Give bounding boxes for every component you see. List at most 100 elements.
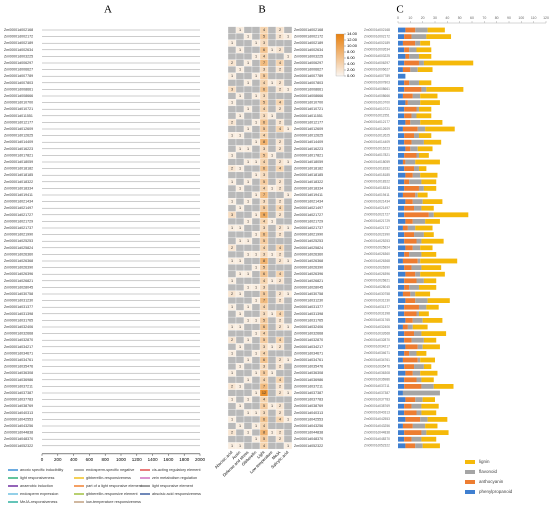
heat-cell [283, 283, 293, 291]
bar-segment [420, 120, 443, 125]
bar-segment [405, 100, 408, 105]
gene-label: Zm00001d037387 [364, 391, 390, 395]
cell-label: 1 [287, 160, 289, 164]
gene-label: Zm00001d037211 [364, 384, 390, 388]
gene-label: Zm00001d021727 [4, 213, 33, 217]
cell-label: 1 [287, 193, 289, 197]
gene-label: Zm00001d012177 [364, 120, 390, 124]
bar-segment [425, 423, 438, 429]
cell-label: 3 [263, 41, 265, 45]
heat-cell [283, 99, 293, 107]
cell-label: 2 [231, 167, 233, 171]
heat-cell [283, 39, 293, 47]
bar-segment [398, 219, 406, 224]
colorbar-label: 6.00 [347, 55, 356, 60]
bar-segment [398, 436, 405, 442]
heat-cell [283, 382, 293, 390]
cell-label: 1 [287, 292, 289, 296]
heat-cell [251, 336, 261, 344]
heat-cell [251, 217, 261, 225]
cell-label: 5 [263, 318, 265, 322]
bar-segment [404, 106, 417, 112]
heat-cell [267, 257, 277, 265]
gene-label: Zm00001d018334 [294, 186, 323, 190]
bar-segment [405, 120, 411, 125]
heat-cell [243, 151, 253, 159]
heat-cell [267, 323, 277, 331]
gene-label: Zm00001d008666 [4, 94, 33, 98]
bar-segment [423, 139, 442, 145]
heat-cell [283, 442, 293, 450]
cell-label: 7 [263, 299, 265, 303]
cell-label: 1 [247, 239, 249, 243]
x-tick-label: 90 [507, 16, 511, 20]
cell-label: 4 [279, 167, 281, 171]
gene-label: Zm00001d031398 [364, 312, 390, 316]
cell-label: 3 [263, 68, 265, 72]
heat-cell [251, 415, 261, 423]
gene-label: Zm00001d010700 [294, 101, 323, 105]
heat-cell [235, 244, 245, 252]
bar-segment [404, 304, 419, 310]
bar-segment [405, 318, 413, 323]
cell-label: 2 [279, 391, 281, 395]
colorbar-label: 12.00 [347, 37, 358, 42]
bar-segment [405, 219, 413, 224]
gene-label: Zm00001d032668 [294, 332, 323, 336]
legend-label: cis-acting regulatory element [152, 468, 201, 472]
cell-label: 2 [279, 28, 281, 32]
bar-segment [398, 344, 406, 350]
heat-cell [267, 191, 277, 199]
bar-segment [404, 337, 412, 343]
bar-segment [405, 370, 413, 376]
bar-segment [416, 311, 419, 317]
x-tick-label: 70 [482, 16, 486, 20]
heat-cell [251, 99, 261, 107]
heat-cell [243, 389, 253, 397]
heat-cell [243, 26, 253, 34]
bar-segment [415, 159, 440, 165]
bar-segment [427, 27, 445, 33]
cell-label: 1 [287, 417, 289, 421]
gene-label: Zm00001d048370 [4, 437, 33, 441]
cell-label: 1 [239, 424, 241, 428]
colorbar-label: 10.00 [347, 43, 358, 48]
heat-cell [235, 297, 245, 305]
bar-segment [415, 40, 421, 46]
cell-label: 5 [263, 180, 265, 184]
gene-label: Zm00001d031398 [294, 312, 323, 316]
bar-segment [416, 278, 424, 284]
bar-segment [404, 285, 410, 290]
heat-cell [227, 52, 237, 60]
cell-label: 1 [247, 160, 249, 164]
bar-segment [404, 410, 417, 416]
heat-cell [251, 125, 261, 133]
gene-label: Zm00001d031230 [4, 299, 33, 303]
cell-label: 1 [247, 318, 249, 322]
cell-label: 3 [263, 411, 265, 415]
heat-cell [275, 283, 285, 291]
cell-label: 1 [239, 444, 241, 448]
cell-label: 2 [279, 259, 281, 263]
cell-label: 1 [255, 160, 257, 164]
bar-segment [404, 311, 417, 317]
bar-segment [398, 60, 405, 66]
legend-swatch [465, 470, 475, 474]
bar-segment [398, 337, 405, 343]
bar-segment [405, 54, 410, 59]
bar-segment [417, 126, 426, 132]
gene-label: Zm00001d011551 [364, 114, 390, 118]
gene-label: Zm00001d040313 [294, 411, 323, 415]
cell-label: 1 [271, 371, 273, 375]
heat-cell [283, 112, 293, 120]
heat-cell [267, 244, 277, 252]
bar-segment [398, 311, 405, 317]
gene-label: Zm00001d018185 [364, 173, 390, 177]
heat-cell [227, 171, 237, 179]
heat-cell [267, 389, 277, 397]
heat-cell [267, 178, 277, 186]
bar-segment [420, 100, 440, 105]
bar-segment [402, 357, 418, 363]
cell-label: 2 [279, 345, 281, 349]
bar-segment [422, 318, 443, 323]
